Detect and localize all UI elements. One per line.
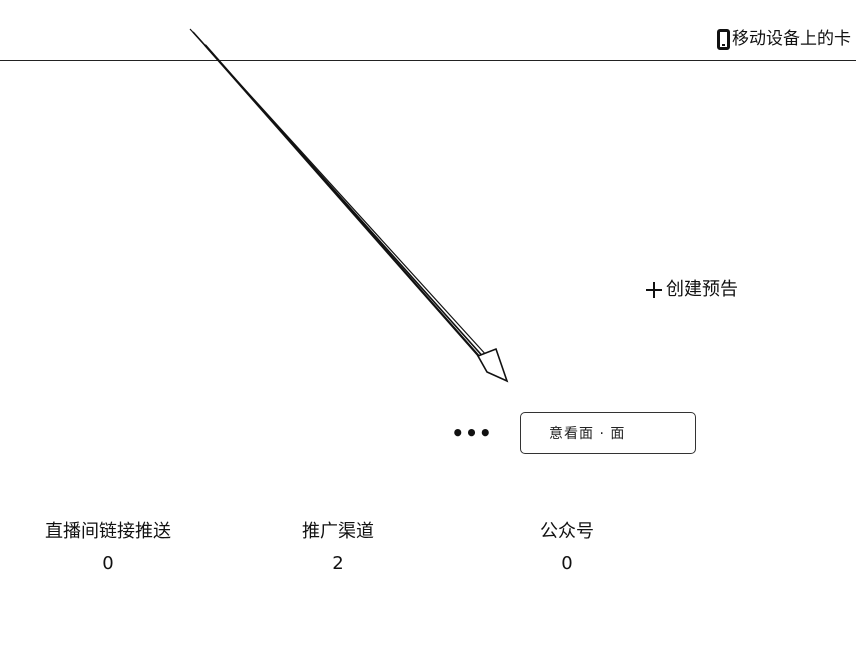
stat-value: 2 [332, 553, 344, 574]
ellipsis-icon: ••• [451, 421, 493, 445]
stat-label: 公众号 [540, 521, 594, 542]
stat-official-account: 公众号 0 [477, 518, 657, 577]
plus-icon [644, 280, 664, 300]
stat-value: 0 [561, 553, 573, 574]
stat-value: 0 [102, 553, 114, 574]
mobile-device-label: 移动设备上的卡 [717, 27, 856, 51]
stat-label: 直播间链接推送 [45, 521, 171, 542]
device-label-text: 移动设备上的卡 [732, 29, 851, 49]
outlined-action-button[interactable]: 意看面 · 面 [520, 412, 696, 454]
create-preview-button[interactable]: 创建预告 [644, 276, 738, 304]
stat-live-link-push: 直播间链接推送 0 [18, 518, 198, 577]
mobile-phone-icon [717, 28, 730, 50]
stat-promotion-channels: 推广渠道 2 [248, 518, 428, 577]
stat-label: 推广渠道 [302, 521, 374, 542]
outlined-button-label: 意看面 · 面 [549, 426, 626, 442]
create-preview-label: 创建预告 [666, 279, 738, 300]
header-divider [0, 60, 856, 61]
more-options-button[interactable]: ••• [451, 420, 491, 446]
